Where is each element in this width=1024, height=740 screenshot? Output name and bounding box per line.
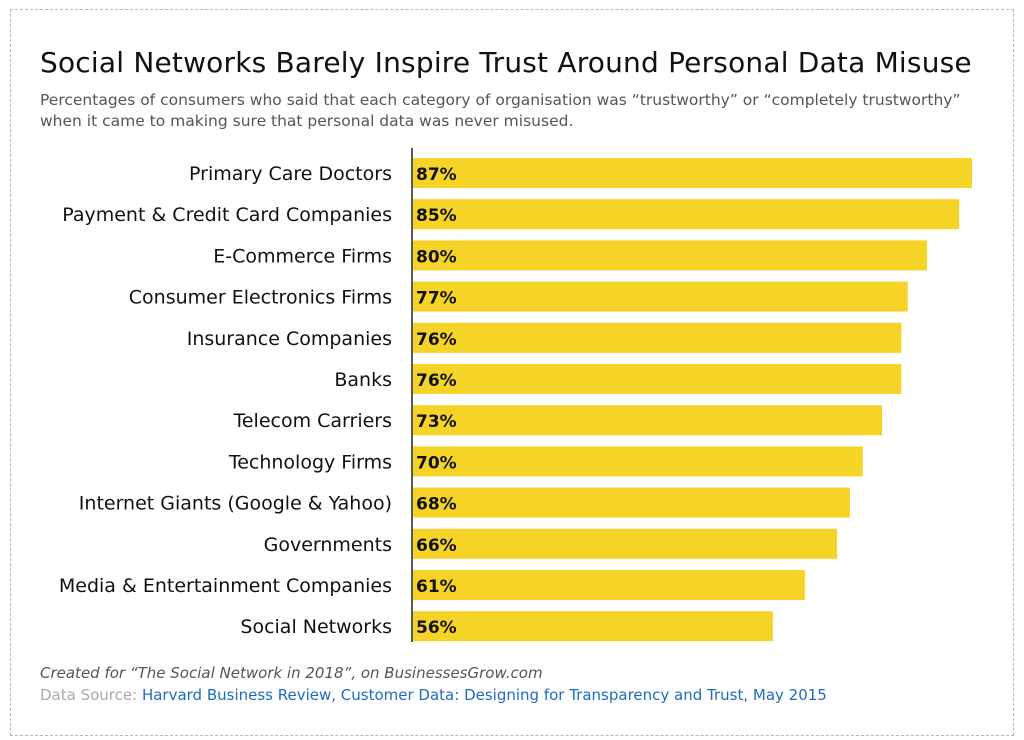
data-label: 76% <box>416 371 457 391</box>
data-source-label: Data Source: <box>40 686 138 704</box>
category-label: E-Commerce Firms <box>213 245 392 267</box>
category-label: Primary Care Doctors <box>189 163 392 185</box>
bar <box>413 528 838 559</box>
chart-title: Social Networks Barely Inspire Trust Aro… <box>40 46 972 79</box>
data-label: 66% <box>416 536 457 556</box>
data-label: 80% <box>416 247 457 267</box>
data-source: Data Source: Harvard Business Review, Cu… <box>40 686 827 704</box>
bar <box>413 281 908 312</box>
bar <box>413 446 863 477</box>
data-label: 85% <box>416 206 457 226</box>
bar <box>413 611 773 642</box>
bar <box>413 199 960 230</box>
category-label: Banks <box>334 369 392 391</box>
bar <box>413 322 902 353</box>
bar <box>413 240 928 271</box>
category-label: Internet Giants (Google & Yahoo) <box>79 493 392 515</box>
bar <box>413 487 850 518</box>
data-label: 73% <box>416 412 457 432</box>
chart-frame <box>10 9 1014 736</box>
category-label: Technology Firms <box>228 451 392 473</box>
category-label: Media & Entertainment Companies <box>59 575 392 597</box>
category-label: Consumer Electronics Firms <box>129 287 392 309</box>
data-label: 87% <box>416 165 457 185</box>
bar <box>413 364 902 394</box>
bar <box>413 570 805 600</box>
bar <box>413 158 972 188</box>
bar <box>413 405 883 436</box>
data-label: 68% <box>416 495 457 515</box>
category-label: Social Networks <box>240 616 392 638</box>
created-for-note: Created for “The Social Network in 2018”… <box>40 664 543 682</box>
data-label: 56% <box>416 618 457 638</box>
chart-subtitle: Percentages of consumers who said that e… <box>40 91 961 130</box>
data-source-link[interactable]: Harvard Business Review, Customer Data: … <box>141 686 827 704</box>
data-label: 70% <box>416 453 457 473</box>
data-label: 77% <box>416 289 457 309</box>
category-label: Governments <box>264 534 392 556</box>
data-label: 61% <box>416 577 457 597</box>
data-label: 76% <box>416 330 457 350</box>
category-label: Insurance Companies <box>187 328 392 350</box>
category-label: Telecom Carriers <box>232 410 392 432</box>
category-label: Payment & Credit Card Companies <box>62 204 392 226</box>
